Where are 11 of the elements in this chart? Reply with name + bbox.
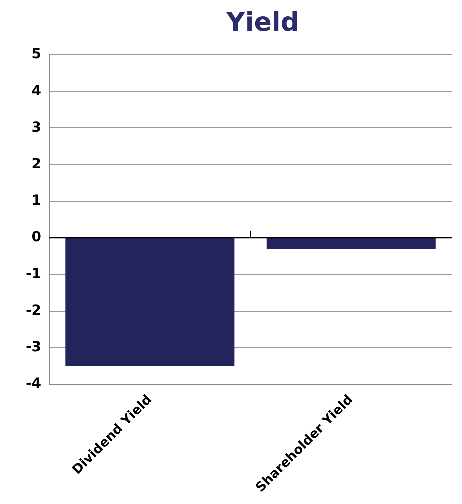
y-tick-label: -1: [26, 266, 42, 282]
y-tick-label: 2: [32, 156, 42, 172]
y-tick-label: 3: [32, 120, 42, 136]
y-tick-label: 5: [32, 46, 42, 63]
y-tick-label: -2: [26, 302, 42, 319]
y-tick-label: -3: [26, 340, 42, 356]
y-tick-label: 1: [32, 193, 42, 210]
y-tick-label: -4: [26, 376, 42, 392]
y-tick-label: 0: [32, 230, 42, 246]
y-tick-label: 4: [32, 83, 42, 100]
chart-title: Yield: [225, 8, 300, 38]
